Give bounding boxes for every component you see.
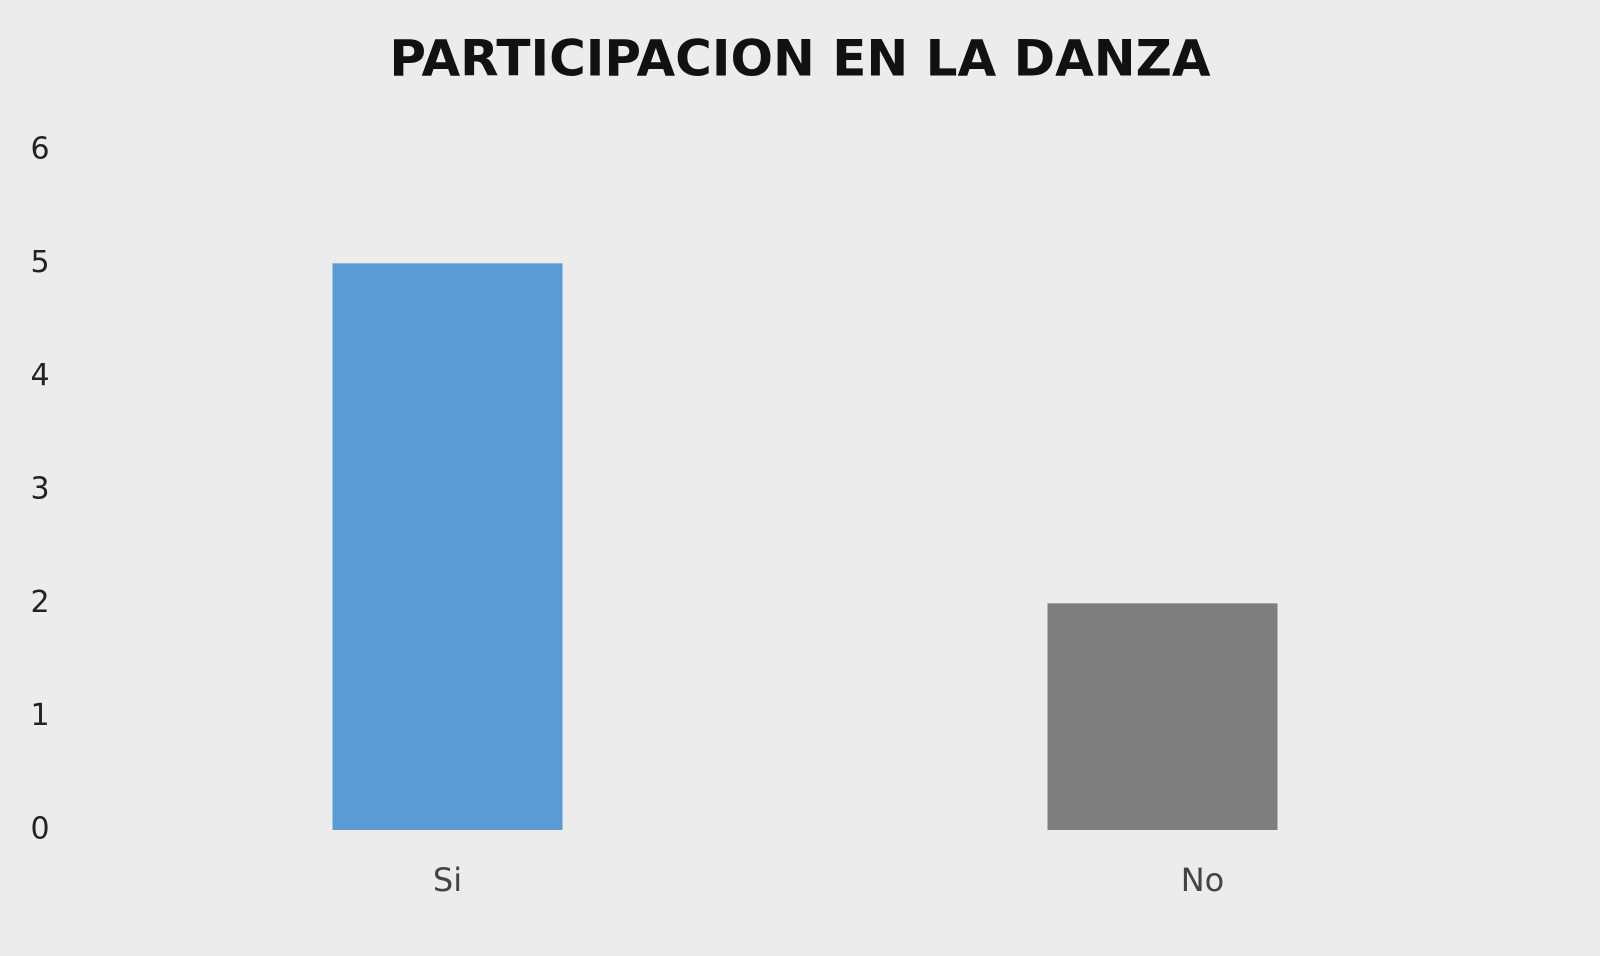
y-tick-label: 2 [30, 585, 49, 620]
y-tick-label: 5 [30, 245, 49, 280]
bar [332, 263, 563, 830]
x-tick-label: No [1181, 861, 1225, 899]
bar [1047, 603, 1278, 830]
y-tick-label: 0 [30, 812, 49, 847]
y-tick-label: 1 [30, 698, 49, 733]
x-tick-label: Si [433, 861, 462, 899]
y-tick-label: 4 [30, 358, 49, 393]
chart-title: PARTICIPACION EN LA DANZA [389, 30, 1210, 88]
y-tick-label: 3 [30, 472, 49, 507]
y-tick-label: 6 [30, 132, 49, 167]
